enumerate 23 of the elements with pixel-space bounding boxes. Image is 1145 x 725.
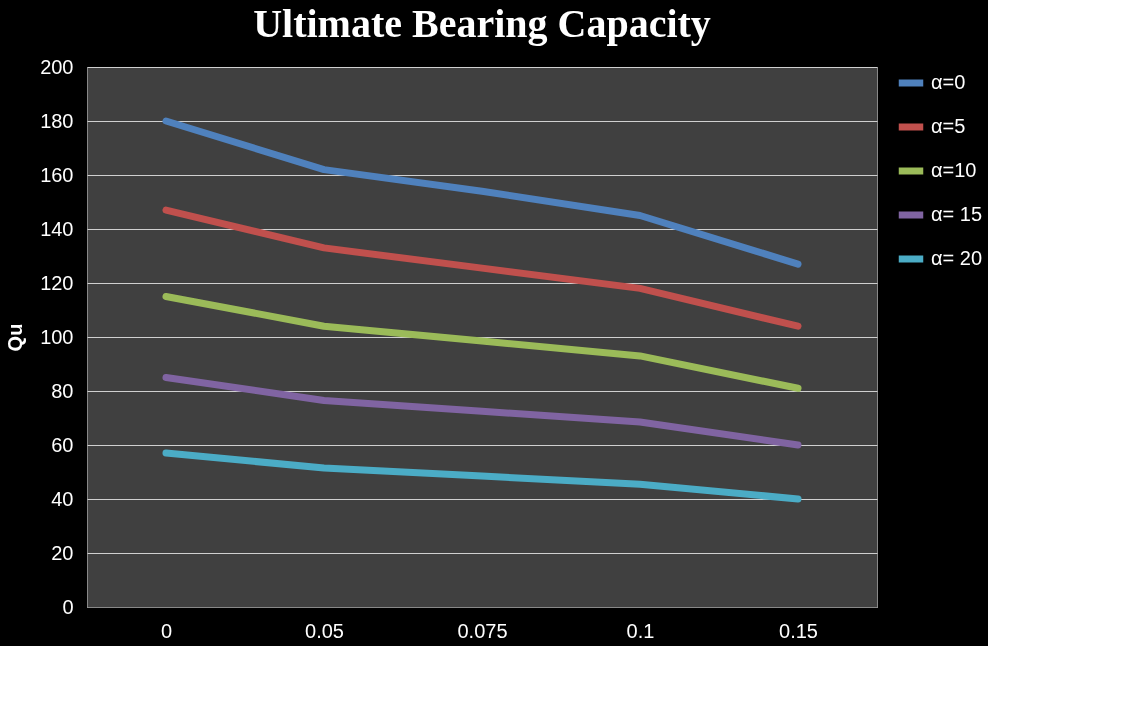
x-tick-label: 0.075: [457, 619, 508, 642]
y-tick-label: 120: [40, 271, 74, 294]
x-tick-label: 0.1: [626, 619, 655, 642]
y-tick-label: 20: [51, 541, 74, 564]
legend-label: α= 20: [931, 247, 983, 269]
y-tick-label: 100: [40, 325, 74, 348]
y-tick-label: 180: [40, 109, 74, 132]
chart-title: Ultimate Bearing Capacity: [253, 1, 711, 46]
legend-label: α= 15: [931, 203, 983, 225]
y-tick-label: 80: [51, 379, 74, 402]
x-tick-label: 0.15: [779, 619, 818, 642]
legend-label: α=5: [931, 115, 966, 137]
y-tick-label: 0: [62, 595, 74, 618]
y-tick-label: 140: [40, 217, 74, 240]
y-axis-title: Qu: [4, 323, 27, 352]
y-tick-label: 40: [51, 487, 74, 510]
legend-label: α=10: [931, 159, 977, 181]
x-tick-label: 0.05: [305, 619, 344, 642]
x-tick-label: 0: [160, 619, 173, 642]
legend-label: α=0: [931, 71, 966, 93]
y-tick-label: 200: [40, 55, 74, 78]
y-tick-label: 60: [51, 433, 74, 456]
y-tick-label: 160: [40, 163, 74, 186]
